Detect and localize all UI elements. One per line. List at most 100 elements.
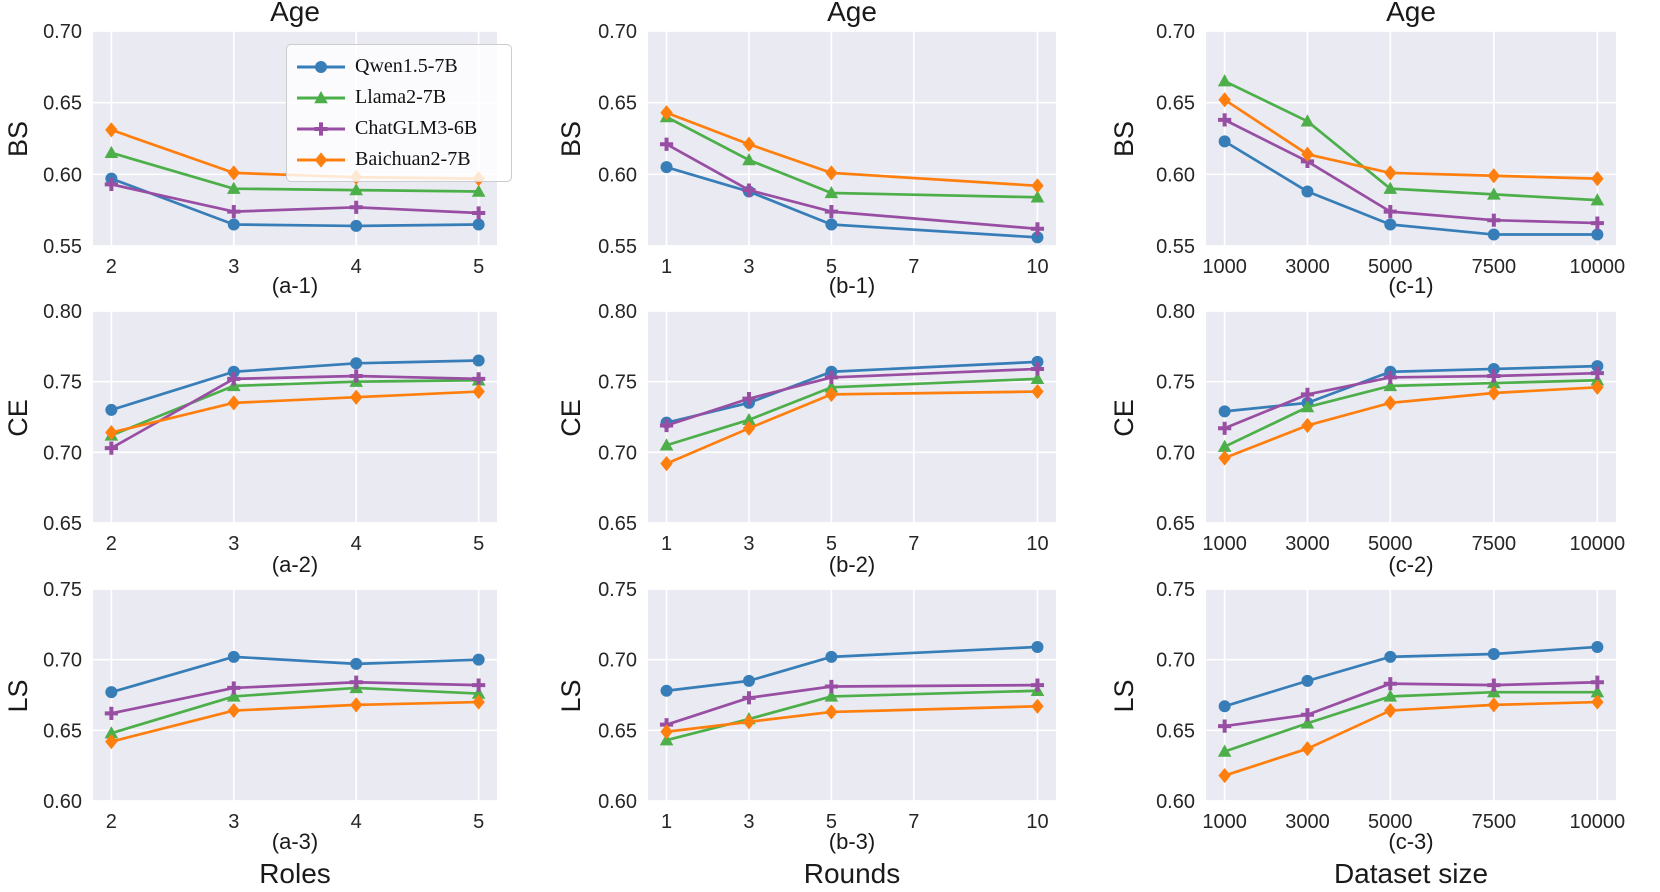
- x-tick-label: 4: [351, 533, 362, 555]
- caption-a-1: (a-1): [271, 273, 319, 298]
- x-tick-label: 10: [1026, 811, 1048, 833]
- data-point-Qwen1.5-7B: [105, 686, 118, 699]
- x-tick-label: 3: [228, 533, 239, 555]
- data-point-ChatGLM3-6B: [1590, 366, 1604, 380]
- data-point-Baichuan2-7B: [472, 383, 485, 400]
- data-point-Llama2-7B: [104, 145, 119, 159]
- x-tick-label: 1000: [1202, 811, 1247, 833]
- y-tick-label: 0.60: [598, 164, 637, 186]
- x-tick-label: 3: [228, 811, 239, 833]
- data-point-Llama2-7B: [1590, 193, 1605, 206]
- x-axis-label-rounds: Rounds: [803, 858, 901, 889]
- x-tick-label: 1: [661, 256, 672, 278]
- y-tick-label: 0.65: [43, 93, 82, 115]
- legend-label: Qwen1.5-7B: [355, 55, 458, 77]
- x-tick-label: 5: [826, 533, 837, 555]
- x-tick-label: 5: [473, 811, 484, 833]
- data-point-Baichuan2-7B: [742, 714, 756, 730]
- subplot-c-1: Age BS 0.55 0.60 0.65 0.70 1000 3000 5000 7500 1…: [1106, 0, 1660, 302]
- data-point-Llama2-7B: [659, 438, 674, 451]
- data-point-Qwen1.5-7B: [472, 653, 485, 666]
- data-point-Qwen1.5-7B: [1384, 650, 1397, 663]
- chart-title-a-1: Age: [270, 0, 320, 27]
- data-point-Baichuan2-7B: [825, 165, 838, 181]
- series-line-Qwen1.5-7B: [110, 655, 480, 694]
- data-point-Qwen1.5-7B: [1384, 218, 1397, 231]
- series-line-ChatGLM3-6B: [110, 374, 480, 450]
- data-point-Baichuan2-7B: [1591, 171, 1604, 187]
- data-point-Qwen1.5-7B: [825, 650, 838, 663]
- data-point-ChatGLM3-6B: [104, 706, 118, 720]
- y-tick-label: 0.75: [43, 580, 82, 601]
- plot-area-b-1: 0.55 0.60 0.65 0.70 1 3 5 7 10: [598, 21, 1056, 278]
- legend-item-chatglm: ChatGLM3-6B: [295, 114, 503, 143]
- data-point-ChatGLM3-6B: [1383, 370, 1397, 385]
- y-tick-label: 0.60: [43, 791, 82, 813]
- y-tick-label: 0.55: [43, 236, 82, 258]
- y-tick-label: 0.75: [598, 372, 637, 394]
- x-tick-label: 1000: [1202, 256, 1247, 278]
- y-tick-label: 0.65: [1156, 720, 1195, 742]
- x-tick-label: 3: [743, 811, 754, 833]
- y-tick-label: 0.70: [1156, 650, 1195, 672]
- data-point-Llama2-7B: [226, 689, 241, 702]
- data-point-Qwen1.5-7B: [742, 674, 755, 687]
- data-point-Baichuan2-7B: [825, 386, 838, 402]
- x-tick-label: 3: [743, 256, 754, 278]
- y-tick-label: 0.80: [598, 302, 637, 323]
- legend-label: ChatGLM3-6B: [355, 117, 478, 139]
- subplot-b-3: LS 0.60 0.65 0.70 0.75 1 3 5 7 10 (b-3) Rounds: [553, 580, 1106, 892]
- y-tick-label: 0.55: [598, 236, 637, 258]
- plot-area-c-3: 0.60 0.65 0.70 0.75 1000 3000 5000 7500 10000: [1156, 580, 1626, 833]
- x-tick-label: 10: [1026, 533, 1048, 555]
- caption-b-3: (b-3): [828, 829, 876, 854]
- data-point-ChatGLM3-6B: [1590, 216, 1604, 230]
- data-point-Llama2-7B: [1487, 187, 1501, 200]
- data-point-Qwen1.5-7B: [227, 365, 240, 378]
- data-point-ChatGLM3-6B: [472, 372, 486, 386]
- subplot-a-2: CE 0.65 0.70 0.75 0.80 2 3 4 5 (a-2): [0, 302, 553, 580]
- x-tick-label: 5: [826, 256, 837, 278]
- series-line-Qwen1.5-7B: [665, 165, 1039, 239]
- series-line-Qwen1.5-7B: [110, 177, 480, 228]
- y-tick-label: 0.70: [1156, 21, 1195, 43]
- data-point-Llama2-7B: [226, 181, 241, 194]
- x-tick-label: 10000: [1570, 533, 1626, 555]
- data-point-Qwen1.5-7B: [350, 657, 363, 670]
- data-point-ChatGLM3-6B: [349, 369, 363, 383]
- caption-a-3: (a-3): [271, 829, 319, 854]
- data-point-Qwen1.5-7B: [1591, 640, 1604, 653]
- x-tick-label: 3: [743, 533, 754, 555]
- data-point-Llama2-7B: [1217, 74, 1232, 87]
- series-line-ChatGLM3-6B: [110, 183, 480, 215]
- x-tick-label: 5000: [1368, 811, 1413, 833]
- x-tick-label: 4: [351, 256, 362, 278]
- series-line-Baichuan2-7B: [665, 111, 1039, 188]
- data-point-ChatGLM3-6B: [349, 200, 363, 214]
- data-point-Baichuan2-7B: [227, 165, 240, 181]
- data-point-Qwen1.5-7B: [1591, 228, 1604, 241]
- x-tick-label: 7: [908, 811, 919, 833]
- y-tick-label: 0.60: [598, 791, 637, 813]
- data-point-Qwen1.5-7B: [1031, 640, 1044, 653]
- data-point-ChatGLM3-6B: [1030, 678, 1045, 692]
- x-tick-label: 7500: [1472, 256, 1517, 278]
- data-point-ChatGLM3-6B: [1487, 213, 1501, 227]
- y-tick-label: 0.80: [1156, 302, 1195, 323]
- data-point-Llama2-7B: [742, 412, 756, 426]
- data-point-Qwen1.5-7B: [227, 218, 240, 231]
- data-point-Llama2-7B: [1030, 371, 1045, 385]
- subplot-b-1: Age BS 0.55 0.60 0.65 0.70 1 3 5 7 10 (b-1): [553, 0, 1106, 302]
- data-point-ChatGLM3-6B: [742, 691, 756, 705]
- series-line-Llama2-7B: [665, 377, 1039, 447]
- data-point-Qwen1.5-7B: [1487, 648, 1500, 661]
- data-point-Qwen1.5-7B: [1218, 700, 1231, 713]
- caption-c-3: (c-3): [1388, 829, 1434, 854]
- x-tick-label: 10000: [1570, 811, 1626, 833]
- data-point-ChatGLM3-6B: [349, 675, 363, 689]
- caption-b-1: (b-1): [828, 273, 876, 298]
- data-point-ChatGLM3-6B: [742, 183, 756, 197]
- subplot-b-2: CE 0.65 0.70 0.75 0.80 1 3 5 7 10 (b-2): [553, 302, 1106, 580]
- y-tick-label: 0.65: [598, 93, 637, 115]
- legend-label: Baichuan2-7B: [355, 148, 471, 170]
